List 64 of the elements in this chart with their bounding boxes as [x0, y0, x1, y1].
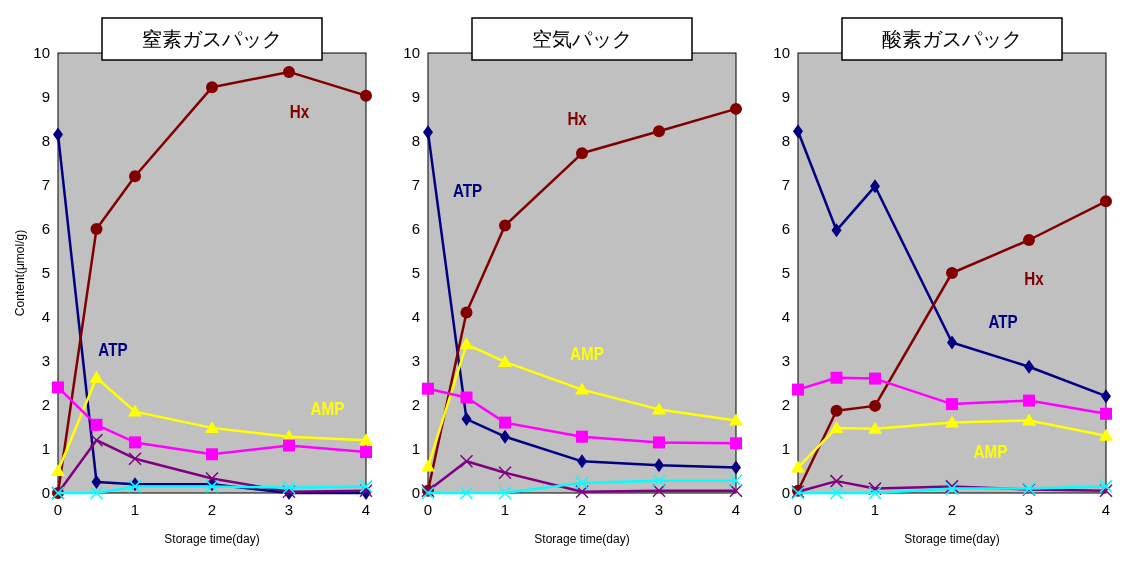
y-tick-label: 3 [41, 352, 50, 370]
y-tick-label: 1 [41, 440, 50, 458]
x-axis-title: Storage time(day) [534, 532, 630, 546]
series-label: ATP [98, 338, 128, 361]
x-tick-label: 0 [53, 501, 63, 518]
x-tick-label: 0 [423, 501, 433, 518]
series-label: Hx [567, 107, 588, 130]
series-label: AMP [310, 397, 345, 420]
x-tick-label: 2 [577, 501, 587, 518]
chart-title: 窒素ガスパック [142, 28, 282, 50]
y-tick-label: 2 [411, 396, 420, 414]
x-tick-label: 4 [361, 501, 371, 518]
y-tick-label: 8 [41, 132, 50, 150]
y-tick-label: 4 [41, 308, 50, 326]
series-label: ATP [452, 179, 483, 202]
x-axis-title: Storage time(day) [164, 532, 260, 546]
y-tick-label: 7 [41, 176, 50, 194]
y-tick-label: 4 [781, 308, 790, 326]
series-label: Hx [1024, 266, 1044, 289]
y-tick-label: 0 [781, 484, 790, 502]
y-tick-label: 7 [411, 176, 420, 194]
y-tick-label: 8 [411, 132, 420, 150]
y-tick-label: 10 [403, 44, 420, 62]
y-tick-label: 0 [411, 484, 420, 502]
series-label: Hx [289, 100, 310, 123]
x-tick-label: 3 [654, 501, 664, 518]
x-tick-label: 2 [947, 501, 957, 518]
y-tick-label: 4 [411, 308, 420, 326]
y-tick-label: 8 [781, 132, 790, 150]
series-label: AMP [973, 440, 1008, 463]
y-tick-label: 10 [33, 44, 50, 62]
y-tick-label: 1 [411, 440, 420, 458]
x-tick-label: 4 [731, 501, 741, 518]
y-tick-label: 0 [41, 484, 50, 502]
y-tick-label: 5 [411, 264, 420, 282]
chart-title: 空気パック [532, 28, 632, 50]
y-tick-label: 6 [411, 220, 420, 238]
y-tick-label: 5 [781, 264, 790, 282]
x-tick-label: 3 [1024, 501, 1034, 518]
x-tick-label: 4 [1101, 501, 1111, 518]
y-tick-label: 5 [41, 264, 50, 282]
y-tick-label: 3 [781, 352, 790, 370]
series-label: ATP [988, 310, 1018, 333]
series-label: AMP [570, 342, 604, 365]
chart-title: 酸素ガスパック [882, 28, 1022, 50]
x-axis-title: Storage time(day) [904, 532, 1000, 546]
y-tick-label: 9 [781, 88, 790, 106]
x-tick-label: 1 [130, 501, 140, 518]
y-tick-label: 6 [781, 220, 790, 238]
y-axis-title: Content(μmol/g) [13, 229, 27, 317]
y-tick-label: 7 [781, 176, 790, 194]
y-tick-label: 2 [41, 396, 50, 414]
x-tick-label: 2 [207, 501, 217, 518]
x-tick-label: 0 [793, 501, 803, 518]
y-tick-label: 2 [781, 396, 790, 414]
y-tick-label: 1 [781, 440, 790, 458]
x-tick-label: 1 [870, 501, 880, 518]
y-tick-label: 3 [411, 352, 420, 370]
x-tick-label: 3 [284, 501, 294, 518]
y-tick-label: 9 [41, 88, 50, 106]
y-tick-label: 10 [773, 44, 790, 62]
y-tick-label: 9 [411, 88, 420, 106]
y-tick-label: 6 [41, 220, 50, 238]
x-tick-label: 1 [500, 501, 510, 518]
